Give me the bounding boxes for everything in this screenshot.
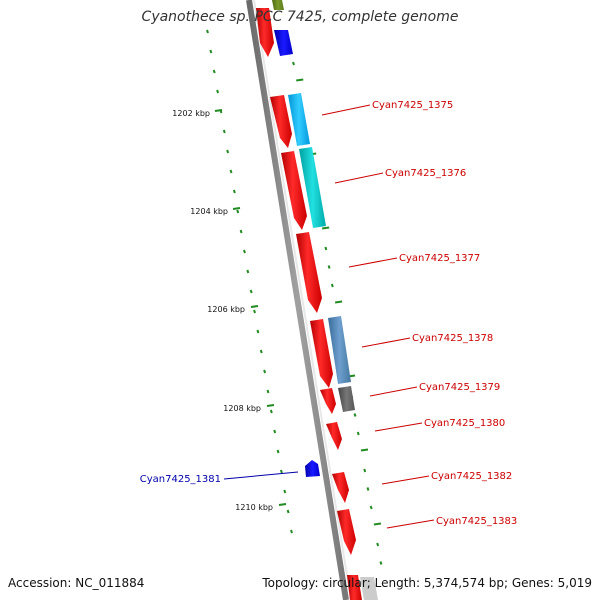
scale-dot (366, 487, 370, 491)
gene-label[interactable]: Cyan7425_1375 (372, 100, 453, 111)
scale-dot (236, 209, 240, 214)
scale-dot (379, 561, 383, 565)
scale-dot (239, 229, 243, 234)
scale-tick-mark (232, 207, 241, 210)
scale-dot (269, 409, 273, 414)
scale-dot (276, 449, 280, 454)
scale-dot (373, 522, 382, 526)
scale-dot (327, 265, 331, 269)
scale-dot (369, 505, 373, 510)
topology-label: Topology: circular; Length: 5,374,574 bp… (262, 576, 592, 590)
gene-arrow[interactable] (337, 509, 356, 555)
gene-label[interactable]: Cyan7425_1382 (431, 471, 512, 482)
scale-tick-mark (250, 305, 259, 308)
scale-dot (321, 226, 330, 230)
scale-dot (209, 49, 213, 54)
gene-arrow[interactable] (296, 232, 322, 313)
scale-dot (290, 529, 293, 534)
scale-dot (330, 283, 334, 288)
gene-arrow[interactable] (326, 422, 342, 450)
scale-dot (253, 309, 256, 314)
gene-arrow[interactable] (274, 30, 293, 56)
gene-leader-line (386, 519, 435, 529)
scale-tick-label: 1210 kbp (235, 503, 273, 512)
scale-dot (292, 61, 295, 66)
gene-arrow[interactable] (328, 316, 351, 384)
scale-dot (356, 431, 360, 436)
scale-dot (259, 349, 263, 354)
scale-tick-labels: 1202 kbp 1204 kbp 1206 kbp 1208 kbp 1210 kbp (172, 109, 287, 512)
scale-dot (206, 29, 209, 34)
gene-arrow[interactable] (332, 472, 349, 503)
scale-dot (376, 542, 380, 547)
gene-arrow[interactable] (305, 460, 320, 477)
genome-title: Cyanothece sp. PCC 7425, complete genome (141, 9, 459, 25)
scale-dot (246, 269, 250, 274)
scale-dot (249, 289, 253, 294)
scale-dot (324, 246, 328, 251)
gene-label[interactable]: Cyan7425_1378 (412, 333, 493, 344)
gene-arrow[interactable] (347, 575, 362, 600)
scale-dot (222, 129, 226, 134)
gene-arrow[interactable] (281, 151, 307, 230)
scale-dot (243, 249, 246, 254)
gene-leader-line (223, 471, 299, 480)
gene-leader-line (369, 386, 418, 397)
gene-label[interactable]: Cyan7425_1380 (424, 418, 505, 429)
scale-dot (360, 448, 369, 452)
scale-dot (273, 429, 277, 434)
scale-dot (283, 489, 287, 494)
scale-dot (256, 329, 260, 334)
scale-dot (334, 300, 343, 304)
scale-dot (212, 69, 216, 74)
scale-tick-label: 1202 kbp (172, 109, 210, 118)
gene-leader-line (334, 172, 384, 184)
gene-label[interactable]: Cyan7425_1383 (436, 516, 517, 527)
scale-dot (279, 469, 283, 474)
scale-tick-mark (278, 503, 287, 506)
gene-arrow[interactable] (270, 95, 292, 148)
accession-label: Accession: NC_011884 (8, 576, 145, 590)
genome-backbone-highlight (253, 0, 352, 600)
gene-track (256, 0, 378, 600)
scale-dot (263, 369, 267, 374)
scale-dot (266, 389, 270, 394)
gene-arrow[interactable] (299, 147, 326, 228)
scale-dot (232, 189, 236, 194)
genome-backbone (246, 0, 349, 600)
scale-dot (353, 413, 357, 417)
gene-arrow[interactable] (272, 0, 284, 10)
scale-tick-mark (214, 109, 223, 112)
scale-dot (229, 169, 233, 174)
scale-dot (363, 468, 367, 473)
gene-leader-line (348, 257, 398, 268)
gene-arrow[interactable] (360, 577, 378, 600)
scale-tick-label: 1206 kbp (207, 305, 245, 314)
gene-label[interactable]: Cyan7425_1381 (140, 474, 221, 485)
gene-arrow[interactable] (256, 8, 274, 57)
scale-tick-mark (266, 404, 275, 407)
scale-ring-left (206, 29, 293, 534)
gene-label[interactable]: Cyan7425_1377 (399, 253, 480, 264)
scale-dot (286, 509, 290, 514)
scale-dot (216, 89, 220, 94)
gene-leader-line (381, 475, 430, 485)
scale-dot (226, 149, 230, 154)
gene-arrow[interactable] (338, 386, 355, 412)
gene-labels: Cyan7425_1375 Cyan7425_1376 Cyan7425_1377 C… (140, 100, 517, 529)
scale-tick-label: 1204 kbp (190, 207, 228, 216)
gene-leader-line (361, 337, 411, 348)
gene-leader-line (321, 104, 371, 116)
gene-label[interactable]: Cyan7425_1379 (419, 382, 500, 393)
scale-tick-label: 1208 kbp (223, 404, 261, 413)
gene-arrow[interactable] (310, 319, 333, 388)
scale-dot (296, 78, 304, 82)
gene-label[interactable]: Cyan7425_1376 (385, 168, 466, 179)
gene-arrow[interactable] (320, 388, 336, 414)
gene-arrow[interactable] (288, 93, 310, 146)
gene-leader-line (374, 422, 423, 432)
